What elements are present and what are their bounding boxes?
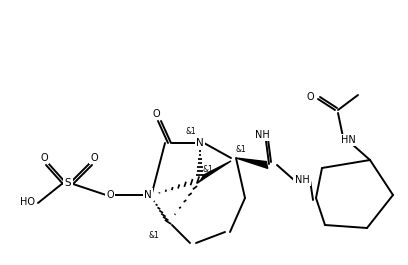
- Text: O: O: [40, 153, 48, 163]
- Text: O: O: [306, 92, 314, 102]
- Text: O: O: [106, 190, 114, 200]
- Text: NH: NH: [255, 130, 269, 140]
- Polygon shape: [236, 158, 268, 169]
- Text: &1: &1: [236, 145, 246, 154]
- Text: &1: &1: [186, 126, 196, 135]
- Text: O: O: [152, 109, 160, 119]
- Text: S: S: [65, 178, 71, 188]
- Text: &1: &1: [149, 231, 160, 240]
- Text: NH: NH: [295, 175, 309, 185]
- Text: N: N: [196, 138, 204, 148]
- Text: HN: HN: [341, 135, 355, 145]
- Text: HO: HO: [20, 197, 35, 207]
- Polygon shape: [200, 161, 231, 181]
- Text: N: N: [144, 190, 152, 200]
- Text: O: O: [90, 153, 98, 163]
- Text: &1: &1: [203, 166, 213, 174]
